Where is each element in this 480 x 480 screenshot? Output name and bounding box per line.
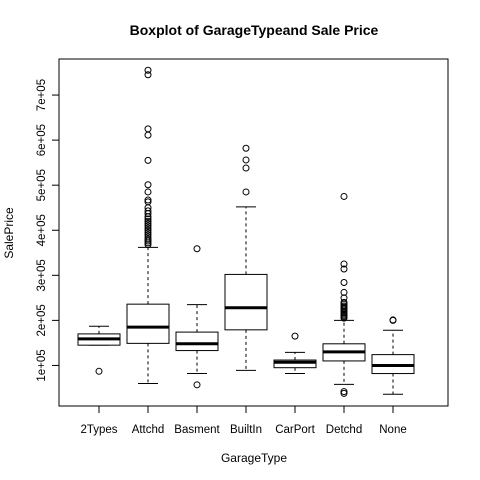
y-tick-label: 3e+05 <box>36 259 48 291</box>
outlier-point <box>144 196 152 204</box>
iqr-box <box>224 273 268 331</box>
iqr-box <box>175 331 219 352</box>
box-Basment <box>175 245 219 389</box>
outlier-point <box>193 381 201 389</box>
y-tick-label: 2e+05 <box>36 304 48 336</box>
outlier-point <box>242 188 250 196</box>
outlier-point <box>144 233 152 241</box>
outlier-point <box>144 229 152 236</box>
iqr-box <box>273 359 317 369</box>
x-tick-label: BuiltIn <box>230 424 262 436</box>
outlier-point <box>340 265 348 273</box>
outlier-point <box>242 164 250 172</box>
y-tick-label: 6e+05 <box>36 124 48 156</box>
x-tick-label: Detchd <box>326 424 362 436</box>
outlier-point <box>144 231 152 239</box>
outlier-point <box>389 316 397 324</box>
outlier-point <box>144 217 152 225</box>
y-tick-label: 4e+05 <box>36 214 48 246</box>
box-BuiltIn <box>224 144 268 371</box>
box-Attchd <box>126 66 170 384</box>
outlier-point <box>144 188 152 196</box>
outlier-point <box>340 192 348 200</box>
x-tick-label: None <box>379 424 407 436</box>
y-axis: 1e+05 2e+05 3e+05 4e+05 5e+05 6e+05 7e+05 <box>36 79 60 382</box>
outlier-point <box>144 226 152 234</box>
x-axis: 2Types Attchd Basment BuiltIn CarPort Detchd N… <box>80 405 407 436</box>
x-tick-label: CarPort <box>275 424 315 436</box>
outlier-point <box>95 367 103 375</box>
outlier-point <box>193 245 201 253</box>
outlier-point <box>291 332 299 340</box>
outlier-point <box>144 125 152 133</box>
outlier-point <box>144 71 152 79</box>
outlier-point <box>144 156 152 164</box>
outlier-point <box>144 181 152 189</box>
iqr-box <box>126 303 170 344</box>
outlier-point <box>144 219 152 227</box>
y-tick-label: 1e+05 <box>36 349 48 381</box>
y-tick-label: 7e+05 <box>36 79 48 111</box>
outlier-point <box>340 298 348 306</box>
boxes <box>77 66 415 397</box>
plot-frame <box>58 58 449 407</box>
x-tick-label: 2Types <box>80 424 117 436</box>
x-axis-label: GarageType <box>221 451 287 465</box>
y-axis-label: SalePrice <box>2 207 16 259</box>
outlier-point <box>144 66 152 74</box>
box-Detchd <box>322 192 366 397</box>
chart-title: Boxplot of GarageTypeand Sale Price <box>130 22 379 38</box>
y-tick-label: 5e+05 <box>36 169 48 201</box>
outlier-point <box>144 224 152 232</box>
outlier-point <box>144 235 152 243</box>
outlier-point <box>242 144 250 152</box>
x-tick-label: Basment <box>174 424 220 436</box>
outlier-point <box>144 215 152 223</box>
outlier-point <box>144 207 152 215</box>
outlier-point <box>144 131 152 139</box>
outlier-point <box>340 388 348 396</box>
outlier-point <box>340 260 348 268</box>
box-None <box>371 316 415 395</box>
outlier-point <box>242 156 250 164</box>
outlier-point <box>340 279 348 287</box>
outlier-point <box>144 222 152 230</box>
outlier-point <box>340 294 348 302</box>
box-CarPort <box>273 332 317 375</box>
x-tick-label: Attchd <box>132 424 165 436</box>
box-2Types <box>77 325 121 375</box>
outlier-point <box>340 288 348 296</box>
